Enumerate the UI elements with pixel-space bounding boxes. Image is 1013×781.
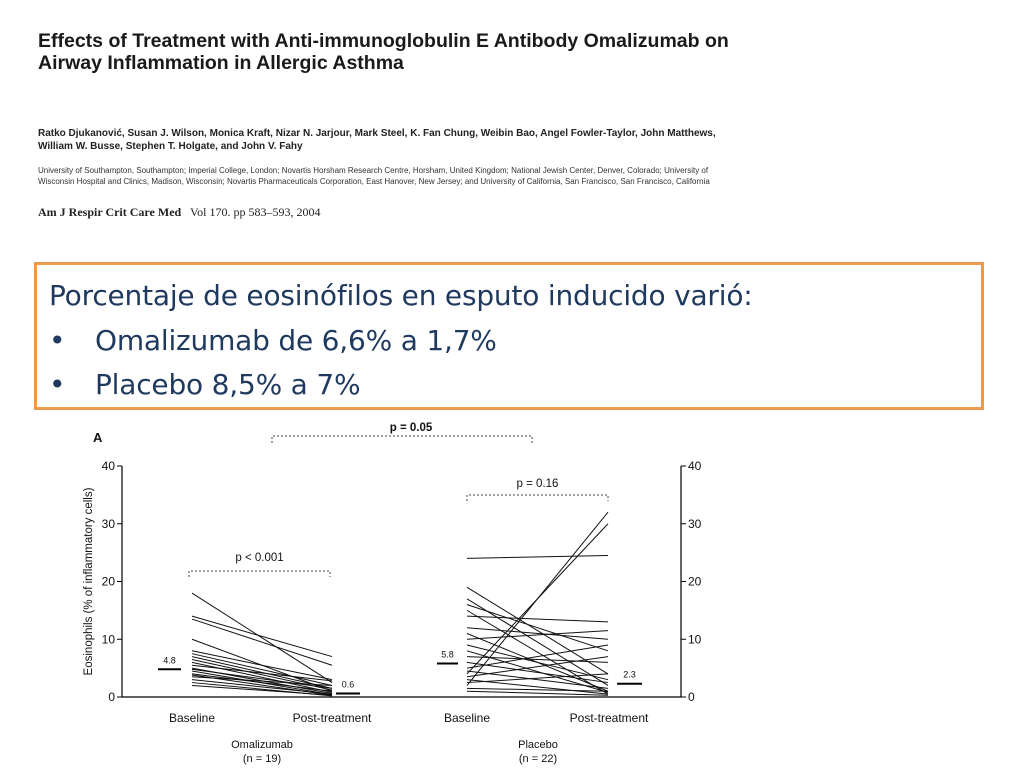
subject-line <box>466 627 609 640</box>
y-tick-label-right: 30 <box>688 517 702 531</box>
x-tick-label: Post-treatment <box>570 711 649 725</box>
subject-line <box>191 664 333 682</box>
subject-line <box>466 604 609 652</box>
subject-line <box>466 630 609 640</box>
highlight-box: Porcentaje de eosinófilos en esputo indu… <box>34 262 984 410</box>
subject-line <box>191 618 333 666</box>
paper-affiliations: University of Southampton, Southampton; … <box>38 166 710 186</box>
between-group-bracket <box>271 435 533 443</box>
subject-line <box>466 586 609 675</box>
citation-details: Vol 170. pp 583–593, 2004 <box>190 205 321 219</box>
subject-line <box>191 673 333 692</box>
subject-line <box>466 523 609 675</box>
subject-line <box>466 687 609 692</box>
subject-line <box>191 653 333 686</box>
group-name: Omalizumab <box>231 739 293 751</box>
subject-line <box>466 673 609 684</box>
paper-title: Effects of Treatment with Anti-immunoglo… <box>38 30 729 74</box>
highlight-item: • Placebo 8,5% a 7% <box>49 368 497 412</box>
subject-line <box>191 668 333 689</box>
panel-label: A <box>93 430 103 445</box>
eosinophil-chart: 0 0 10 10 20 20 30 30 40 40 Eosinophils (% of infl… <box>83 422 702 765</box>
group-n-label: (n = 22) <box>519 753 557 765</box>
citation-journal: Am J Respir Crit Care Med <box>38 205 182 219</box>
subject-line <box>191 592 333 683</box>
subject-line <box>466 598 609 686</box>
bullet-icon: • <box>49 324 66 357</box>
subject-line <box>191 676 333 686</box>
highlight-heading: Porcentaje de eosinófilos en esputo indu… <box>49 279 753 312</box>
paper-authors: Ratko Djukanović, Susan J. Wilson, Monic… <box>38 128 716 152</box>
subject-line <box>466 656 609 663</box>
y-tick-label-right: 0 <box>688 690 695 704</box>
y-tick-label-left: 10 <box>102 632 116 646</box>
within-group-bracket <box>466 494 609 501</box>
baseline-median-label: 5.8 <box>441 650 454 660</box>
subject-line <box>191 661 333 693</box>
subject-line <box>191 656 333 689</box>
y-tick-label-left: 30 <box>102 517 116 531</box>
subject-line <box>191 615 333 658</box>
baseline-median-label: 4.8 <box>163 655 176 665</box>
y-tick-label-left: 20 <box>102 575 116 589</box>
y-tick-label-left: 40 <box>102 459 116 473</box>
subject-line <box>466 661 609 684</box>
bullet-icon: • <box>49 368 66 401</box>
y-tick-label-right: 10 <box>688 632 702 646</box>
subject-line <box>466 555 609 559</box>
subject-line <box>466 679 609 695</box>
y-tick-label-left: 0 <box>108 690 115 704</box>
post-median-label: 2.3 <box>623 670 636 680</box>
post-median-label: 0.6 <box>342 680 355 690</box>
subject-line <box>466 615 609 623</box>
subject-line <box>191 650 333 681</box>
group-name: Placebo <box>518 739 558 751</box>
highlight-list: • Omalizumab de 6,6% a 1,7% • Placebo 8,5%… <box>49 324 497 412</box>
highlight-item-text: Omalizumab de 6,6% a 1,7% <box>95 324 497 357</box>
subject-line <box>466 644 609 681</box>
subject-line <box>191 679 333 695</box>
highlight-item-text: Placebo 8,5% a 7% <box>95 368 361 401</box>
subject-line <box>466 644 609 669</box>
highlight-item: • Omalizumab de 6,6% a 1,7% <box>49 324 497 368</box>
within-group-bracket <box>188 570 331 577</box>
y-tick-label-right: 40 <box>688 459 702 473</box>
subject-line <box>191 684 333 696</box>
x-tick-label: Baseline <box>444 711 490 725</box>
within-group-p-value: p < 0.001 <box>235 552 283 564</box>
group-n-label: (n = 19) <box>243 753 281 765</box>
y-axis-label: Eosinophils (% of inflammatory cells) <box>83 487 95 675</box>
subject-line <box>466 609 609 695</box>
between-group-p-value: p = 0.05 <box>390 422 433 434</box>
y-tick-label-right: 20 <box>688 575 702 589</box>
within-group-p-value: p = 0.16 <box>517 478 559 490</box>
subject-line <box>466 690 609 696</box>
x-tick-label: Post-treatment <box>293 711 372 725</box>
paper-citation: Am J Respir Crit Care Med Vol 170. pp 58… <box>38 205 320 220</box>
subject-line <box>466 656 609 678</box>
x-tick-label: Baseline <box>169 711 215 725</box>
